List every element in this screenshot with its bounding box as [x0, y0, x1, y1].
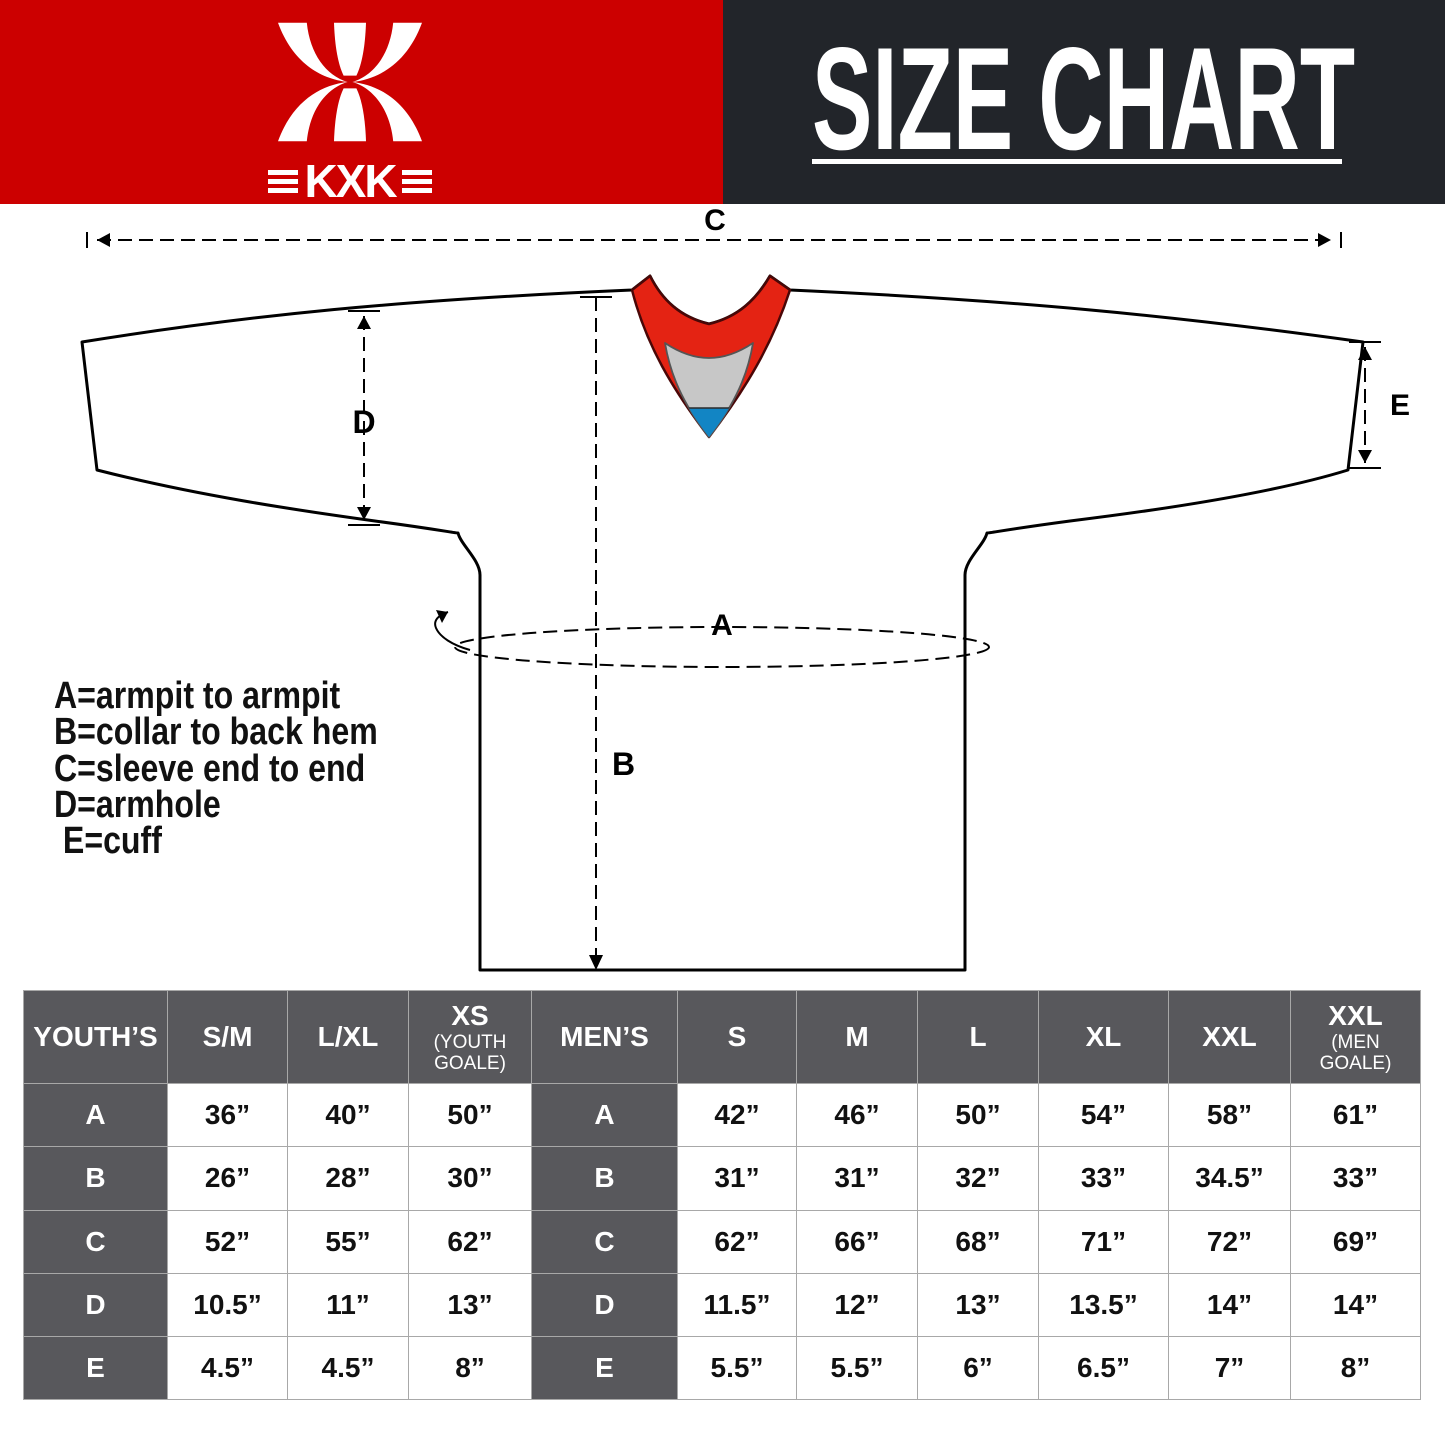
svg-text:B: B [612, 746, 635, 782]
svg-text:D: D [352, 404, 375, 440]
svg-text:A: A [711, 609, 733, 642]
svg-text:C: C [704, 205, 726, 237]
svg-text:E: E [1390, 389, 1410, 422]
